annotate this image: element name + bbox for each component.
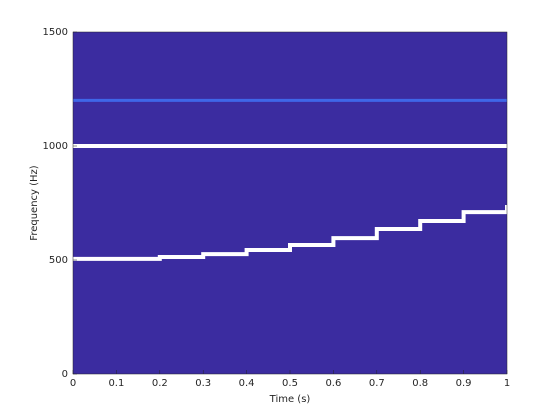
y-tick-label: 1500 [43, 27, 68, 38]
y-axis-label: Frequency (Hz) [29, 165, 40, 241]
x-tick-label: 0.9 [456, 378, 472, 389]
plot-background [73, 32, 507, 374]
x-tick-label: 0.6 [325, 378, 341, 389]
x-tick-label: 0.8 [412, 378, 428, 389]
y-tick-label: 500 [49, 255, 68, 266]
x-tick-label: 0.4 [239, 378, 255, 389]
y-tick-label: 0 [62, 369, 68, 380]
x-tick-label: 0.7 [369, 378, 385, 389]
x-tick-label: 0 [70, 378, 76, 389]
x-tick-label: 0.5 [282, 378, 298, 389]
x-tick-label: 0.3 [195, 378, 211, 389]
x-tick-label: 1 [504, 378, 510, 389]
x-axis-label: Time (s) [269, 394, 311, 405]
y-tick-label: 1000 [43, 141, 68, 152]
x-tick-label: 0.1 [108, 378, 124, 389]
x-tick-label: 0.2 [152, 378, 168, 389]
tonal-line [73, 205, 509, 261]
